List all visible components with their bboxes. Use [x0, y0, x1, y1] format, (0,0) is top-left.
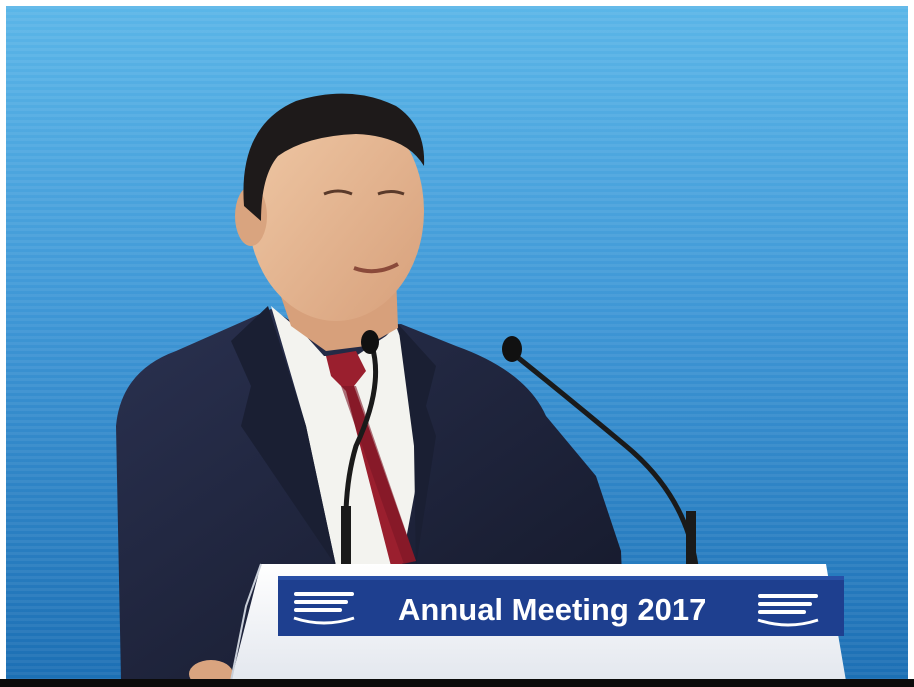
- wef-logo-left: [293, 592, 355, 625]
- hand: [189, 660, 233, 681]
- bottom-border: [0, 679, 914, 687]
- banner-text: Annual Meeting 2017: [398, 592, 706, 627]
- hair: [243, 93, 425, 221]
- podium-banner: Annual Meeting 2017: [278, 576, 844, 636]
- right-lapel: [398, 324, 436, 566]
- photo: Annual Meeting 2017: [6, 6, 908, 681]
- left-lapel: [231, 306, 336, 566]
- microphone-left-head: [361, 330, 379, 354]
- wef-logo-right: [757, 594, 819, 627]
- face: [248, 101, 424, 321]
- photo-frame: Annual Meeting 2017: [6, 6, 908, 681]
- microphone-right-head: [502, 336, 522, 362]
- microphone-right-stem: [514, 354, 699, 567]
